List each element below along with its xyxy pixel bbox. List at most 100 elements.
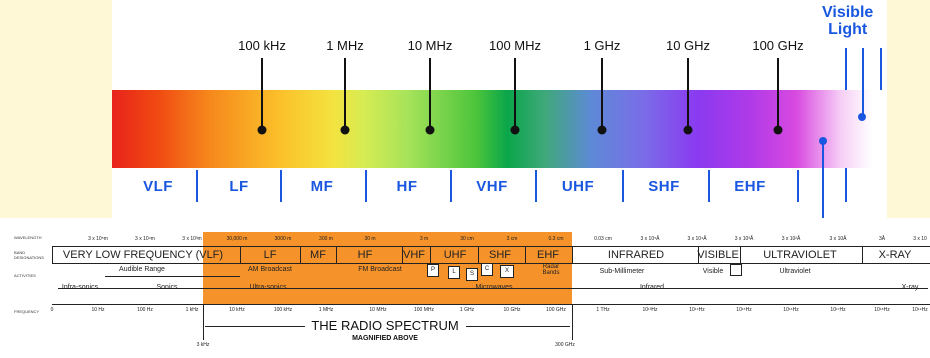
wavelength-tick: 3 x 10³m [182,236,202,242]
radar-band-c: C [481,263,493,276]
spectrum-gradient-bar [112,90,872,168]
band-vhf: VHF [476,178,508,195]
range-end-label: 300 GHz [555,342,575,348]
activity-uv: Ultraviolet [779,268,811,275]
band-label-xray: X-RAY [878,249,912,261]
grid-line [525,246,526,263]
frequency-tick: 1 MHz [318,307,334,313]
visible-title-line2: Light [828,21,868,38]
freq-tick-10ghz [687,58,689,130]
frequency-tick: 0 [50,307,54,313]
freq-label-10mhz: 10 MHz [407,38,453,53]
frequency-tick: 10¹⁸Hz [874,307,890,313]
grid-line [862,246,863,263]
wavelength-tick: 3 x 10⁴m [135,236,155,242]
grid-line [740,246,741,263]
freq-tick-100mhz [514,58,516,130]
wavelength-tick: 30 m [364,236,376,242]
row-label-wavelength: WAVELENGTH [14,235,42,240]
activity-visible: Visible [702,268,724,275]
wavelength-tick: 0.03 cm [594,236,612,242]
freq-tick-1mhz [344,58,346,130]
wavelength-tick: 30 cm [460,236,474,242]
row-label-band: BAND DESIGNATIONS [14,250,44,260]
band-separator [797,170,799,202]
grid-line [402,246,403,263]
visible-line [822,142,824,224]
range-arrow-left [205,326,305,327]
grid-line [478,246,479,263]
band-separator [280,170,282,202]
wavelength-tick: 30,000 m [226,236,248,242]
freq-marker-dot [597,125,607,135]
wavelength-tick: 300 m [319,236,333,242]
freq-marker-dot [773,125,783,135]
wavelength-tick: 3 x 10⁵m [88,236,108,242]
frequency-tick: 1 GHz [459,307,475,313]
range-bracket-left [203,304,204,340]
band-separator [365,170,367,202]
activity-radar: Radar Bands [542,264,560,276]
frequency-tick: 100 MHz [413,307,435,313]
band-separator [535,170,537,202]
frequency-tick: 10¹⁹Hz [912,307,928,313]
band-label-visible: VISIBLE [697,249,739,261]
freq-tick-10mhz [429,58,431,130]
frequency-tick: 10¹⁵Hz [736,307,752,313]
grid-line [430,246,431,263]
frequency-tick: 1 THz [596,307,610,313]
activity-audible: Audible Range [119,266,165,273]
band-lf: LF [229,178,249,195]
grid-line [698,246,699,263]
freq-marker-dot [510,125,520,135]
band-label-vlf: VERY LOW FREQUENCY (VLF) [62,249,224,261]
freq-label-1ghz: 1 GHz [583,38,621,53]
band-label-infrared: INFRARED [607,249,665,261]
activity-am: AM Broadcast [248,266,292,273]
frequency-tick: 1 kHz [185,307,199,313]
wavelength-tick: 3 x 10 [913,236,927,242]
activity-xray: X-ray [902,284,919,291]
visible-dot [819,137,827,145]
visible-title-line1: Visible [822,4,874,21]
band-separator [196,170,198,202]
grid-line [336,246,337,263]
freq-label-100ghz: 100 GHz [752,38,804,53]
freq-label-100mhz: 100 MHz [488,38,542,53]
row-label-frequency: FREQUENCY [14,309,40,314]
wavelength-tick: 3Å [878,236,886,242]
band-label-ultraviolet: ULTRAVIOLET [763,249,837,261]
band-label-mf: MF [310,249,326,261]
visible-light-title: Visible Light [822,4,873,38]
frequency-tick: 100 GHz [546,307,566,313]
freq-label-100khz: 100 kHz [238,38,286,53]
wavelength-tick: 3 x 10²Å [781,236,801,242]
grid-line [300,246,301,263]
range-arrow-right [466,326,570,327]
grid-line [572,246,573,263]
freq-label-10ghz: 10 GHz [665,38,711,53]
band-shf: SHF [648,178,680,195]
activity-fm: FM Broadcast [358,266,402,273]
activity-bracket [105,276,240,277]
band-ehf: EHF [734,178,766,195]
freq-tick-100khz [261,58,263,130]
row-label-activities: ACTIVITIES [14,273,36,278]
band-mf: MF [310,178,334,195]
radar-band-l: L [448,266,460,279]
wavelength-tick: 3 x 10⁴Å [687,236,707,242]
visible-line [845,48,847,90]
wavelength-tick: 0.3 cm [548,236,564,242]
wavelength-tick: 3 m [419,236,429,242]
band-label-ehf: EHF [537,249,559,261]
frequency-tick: 10 kHz [229,307,245,313]
band-label-uhf: UHF [443,249,467,261]
freq-tick-1ghz [601,58,603,130]
freq-tick-100ghz [777,58,779,130]
activity-infrared: Infrared [640,284,664,291]
freq-marker-dot [340,125,350,135]
wavelength-tick: 3 cm [506,236,518,242]
activity-axis-line [58,288,928,289]
magnified-above-subtitle: MAGNIFIED ABOVE [352,335,418,342]
band-label-vhf: VHF [403,249,425,261]
